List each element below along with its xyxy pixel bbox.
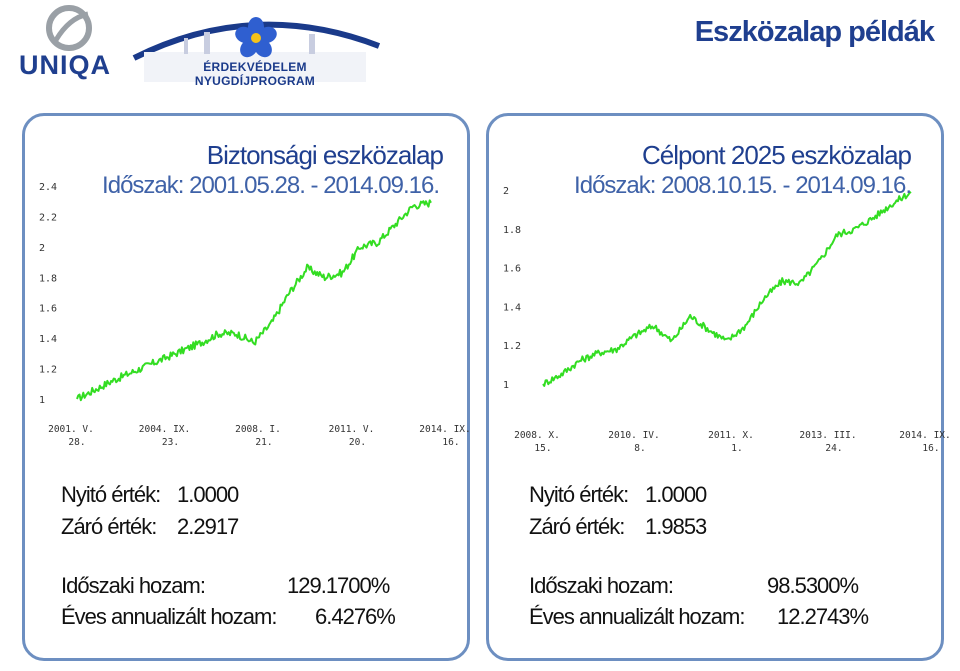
svg-text:8.: 8.: [634, 443, 645, 454]
y-tick-label: 2.2: [39, 212, 57, 223]
y-tick-label: 1: [503, 380, 509, 391]
y-tick-label: 1.8: [39, 273, 57, 284]
y-tick-label: 2.4: [39, 182, 57, 193]
svg-text:2010. IV.: 2010. IV.: [608, 430, 659, 441]
svg-text:28.: 28.: [68, 437, 85, 448]
open-label: Nyitó érték:: [61, 482, 161, 507]
svg-text:2008. I.: 2008. I.: [235, 424, 281, 435]
svg-text:1.: 1.: [731, 443, 742, 454]
y-tick-label: 1.8: [503, 225, 521, 236]
x-tick-label: 2013. III. 24.: [799, 430, 856, 454]
chart-title: Célpont 2025 eszközalap: [642, 140, 912, 170]
y-tick-label: 1.6: [503, 264, 521, 275]
x-tick-label: 2001. V. 28.: [48, 424, 94, 448]
close-label: Záró érték:: [61, 514, 157, 539]
svg-text:2001. V.: 2001. V.: [48, 424, 94, 435]
series-line: [76, 199, 432, 402]
x-tick-label: 2008. I. 21.: [235, 424, 281, 448]
uniqa-logo: [46, 5, 92, 51]
return-label: Időszaki hozam:: [61, 573, 206, 598]
open-value: 1.0000: [177, 482, 239, 507]
return-value: 129.1700%: [287, 573, 390, 598]
x-tick-label: 2004. IX. 23.: [139, 424, 190, 448]
x-tick-label: 2011. V. 20.: [329, 424, 375, 448]
svg-text:2014. IX.: 2014. IX.: [899, 430, 950, 441]
chart-title: Biztonsági eszközalap: [206, 140, 444, 170]
series-line: [542, 191, 912, 387]
svg-text:2008. X.: 2008. X.: [514, 430, 560, 441]
annual-return-label: Éves annualizált hozam:: [61, 604, 277, 629]
svg-text:21.: 21.: [255, 437, 272, 448]
svg-text:2004. IX.: 2004. IX.: [139, 424, 190, 435]
close-value: 2.2917: [177, 514, 239, 539]
close-label: Záró érték:: [529, 514, 625, 539]
close-value: 1.9853: [645, 514, 707, 539]
svg-text:2011. V.: 2011. V.: [329, 424, 375, 435]
y-tick-label: 2: [503, 186, 509, 197]
y-tick-label: 1.6: [39, 304, 57, 315]
return-value: 98.5300%: [767, 573, 859, 598]
uniqa-logo-text: UNIQA: [19, 50, 111, 80]
x-tick-label: 2014. IX. 16.: [419, 424, 470, 448]
y-tick-label: 1: [39, 395, 45, 406]
svg-text:16.: 16.: [922, 443, 939, 454]
svg-text:16.: 16.: [442, 437, 459, 448]
x-tick-label: 2010. IV. 8.: [608, 430, 659, 454]
x-tick-label: 2011. X. 1.: [708, 430, 754, 454]
svg-text:24.: 24.: [825, 443, 842, 454]
annual-return-value: 6.4276%: [315, 604, 396, 629]
svg-text:2013. III.: 2013. III.: [799, 430, 856, 441]
x-tick-label: 2014. IX. 16.: [899, 430, 950, 454]
x-tick-label: 2008. X. 15.: [514, 430, 560, 454]
chart-period: Időszak: 2001.05.28. - 2014.09.16.: [102, 172, 440, 199]
return-label: Időszaki hozam:: [529, 573, 674, 598]
chart-period: Időszak: 2008.10.15. - 2014.09.16.: [574, 172, 912, 199]
y-tick-label: 1.2: [503, 341, 521, 352]
fund-panel-biztonsagi: 2.4 2.2 2 1.8 1.6 1.4 1.2 1 2001. V. 28. 2004. IX.…: [22, 113, 471, 661]
svg-text:2014. IX.: 2014. IX.: [419, 424, 470, 435]
program-logo-text: ÉRDEKVÉDELEM NYUGDÍJPROGRAM: [194, 60, 316, 88]
svg-text:20.: 20.: [349, 437, 366, 448]
svg-text:15.: 15.: [534, 443, 551, 454]
annual-return-value: 12.2743%: [777, 604, 869, 629]
svg-text:23.: 23.: [162, 437, 179, 448]
y-tick-label: 1.4: [503, 302, 521, 313]
open-value: 1.0000: [645, 482, 707, 507]
fund-panel-celpont-2025: 2 1.8 1.6 1.4 1.2 1 2008. X. 15. 2010. IV. 8. 2011…: [486, 113, 951, 661]
program-logo: [132, 17, 381, 82]
page-title: Eszközalap példák: [694, 16, 935, 48]
y-tick-label: 1.4: [39, 334, 57, 345]
svg-text:2011. X.: 2011. X.: [708, 430, 754, 441]
y-tick-label: 1.2: [39, 365, 57, 376]
open-label: Nyitó érték:: [529, 482, 629, 507]
chart-celpont-2025: 2 1.8 1.6 1.4 1.2 1 2008. X. 15. 2010. IV. 8. 2011…: [503, 186, 951, 454]
y-tick-label: 2: [39, 243, 45, 254]
annual-return-label: Éves annualizált hozam:: [529, 604, 745, 629]
chart-biztonsagi: 2.4 2.2 2 1.8 1.6 1.4 1.2 1 2001. V. 28. 2004. IX.…: [39, 182, 471, 448]
